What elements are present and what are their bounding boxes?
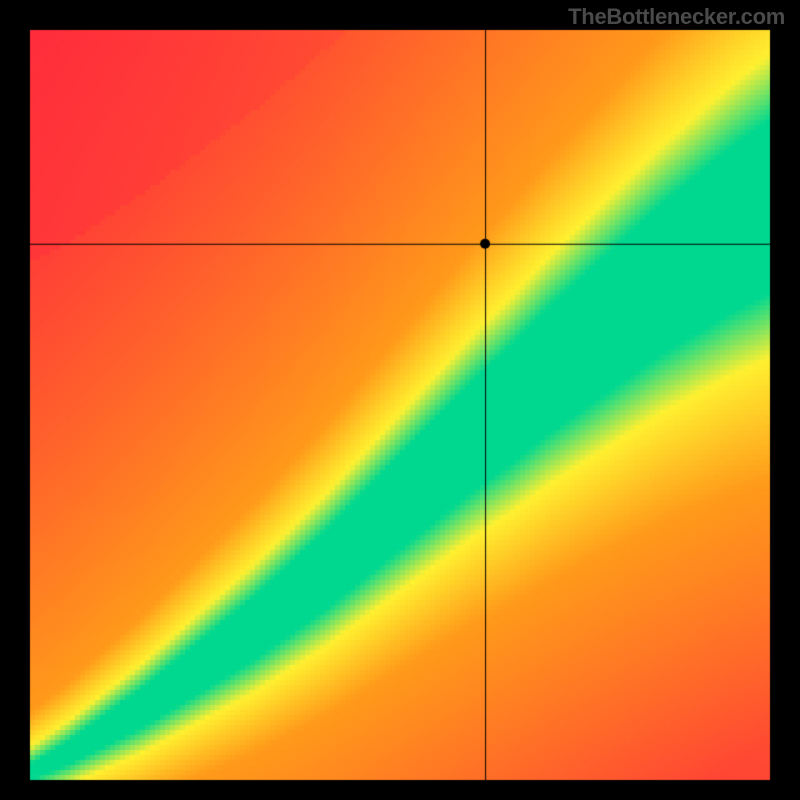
- bottleneck-heatmap-container: TheBottlenecker.com: [0, 0, 800, 800]
- heatmap-canvas: [0, 0, 800, 800]
- watermark-text: TheBottlenecker.com: [568, 4, 785, 30]
